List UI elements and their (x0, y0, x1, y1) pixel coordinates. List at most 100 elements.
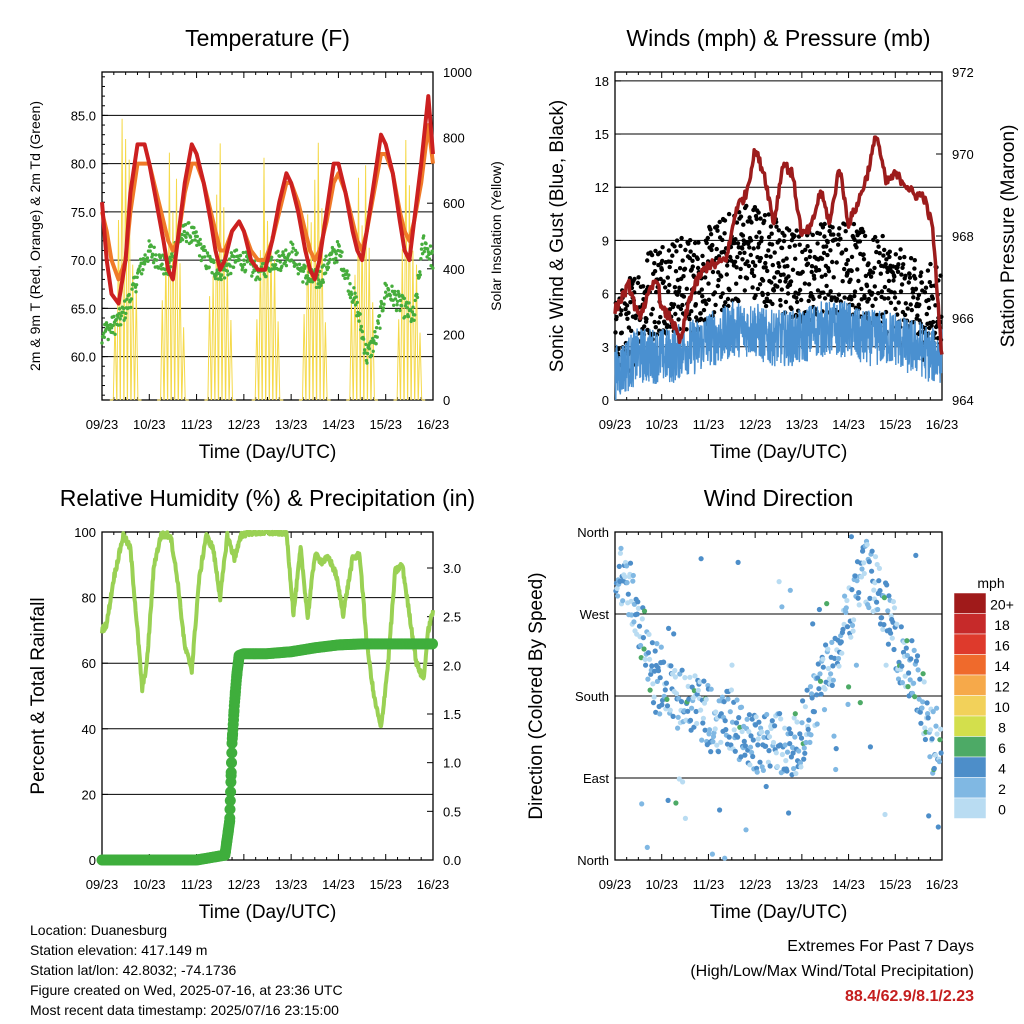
direction-point (763, 783, 769, 790)
direction-point (618, 545, 624, 552)
direction-point (856, 590, 862, 596)
dewpoint-point (119, 323, 123, 327)
direction-point (885, 641, 892, 647)
gust-point (755, 255, 760, 260)
dewpoint-point (394, 293, 398, 297)
temp-xtick-label: 14/23 (322, 417, 355, 432)
temp-xtick-label: 13/23 (275, 417, 308, 432)
direction-point (890, 599, 897, 605)
gust-point (876, 291, 881, 296)
direction-point (774, 763, 781, 770)
dewpoint-point (412, 318, 416, 322)
dewpoint-point (293, 248, 298, 253)
dewpoint-point (371, 349, 375, 353)
gust-point (912, 258, 917, 263)
direction-point (797, 760, 804, 766)
dewpoint-point (180, 232, 184, 237)
gust-point (663, 285, 668, 290)
gust-point (695, 256, 700, 262)
gust-point (652, 261, 657, 266)
gust-point (863, 273, 869, 279)
dewpoint-point (284, 248, 288, 252)
direction-point (852, 573, 858, 579)
gust-point (719, 274, 724, 279)
direction-point (866, 604, 872, 611)
dir-ytick-label: North (577, 525, 609, 540)
gust-point (696, 240, 701, 245)
gust-point (874, 249, 879, 255)
dewpoint-point (431, 266, 435, 270)
direction-point (703, 696, 709, 703)
direction-point (671, 631, 677, 637)
gust-point (749, 220, 754, 225)
direction-point (866, 559, 872, 565)
gust-point (672, 244, 677, 249)
direction-point (708, 686, 714, 692)
gust-point (759, 239, 764, 244)
dewpoint-point (369, 353, 374, 357)
gust-point (768, 224, 774, 229)
gust-point (687, 316, 692, 322)
gust-point (882, 247, 887, 253)
direction-point (687, 674, 693, 680)
direction-point (833, 746, 839, 752)
gust-point (722, 231, 727, 236)
dewpoint-point (121, 306, 126, 311)
direction-point (652, 668, 658, 674)
legend-label: 16 (994, 638, 1010, 654)
direction-point (900, 649, 907, 656)
gust-point (764, 253, 769, 259)
gust-point (886, 296, 891, 301)
legend-label: 2 (998, 781, 1006, 797)
direction-point (753, 714, 759, 720)
gust-point (666, 248, 672, 253)
dir-xtick-label: 15/23 (879, 877, 912, 892)
gust-point (866, 261, 871, 266)
direction-point (820, 664, 826, 670)
gust-point (919, 270, 924, 275)
dewpoint-point (100, 341, 104, 345)
gust-point (775, 270, 781, 275)
direction-point (651, 694, 657, 700)
dewpoint-point (135, 275, 139, 279)
dewpoint-point (378, 305, 383, 309)
dewpoint-point (390, 284, 394, 288)
direction-point (909, 638, 915, 644)
direction-point (687, 717, 694, 724)
direction-point (779, 751, 786, 758)
gust-point (776, 261, 781, 266)
direction-point (614, 585, 620, 592)
gust-point (873, 296, 878, 302)
temp-y2tick-label: 0 (443, 393, 450, 408)
legend-label: 18 (994, 617, 1010, 633)
direction-point (927, 754, 933, 760)
dewpoint-point (352, 286, 356, 290)
gust-point (861, 229, 866, 234)
solar-spike (367, 247, 372, 401)
dewpoint-point (278, 260, 282, 264)
direction-point (760, 767, 767, 774)
gust-point (898, 247, 903, 252)
direction-point (903, 645, 909, 651)
gust-point (717, 219, 722, 225)
gust-point (834, 260, 839, 265)
solar-spike (214, 194, 219, 401)
gust-point (771, 288, 777, 293)
dewpoint-point (348, 282, 352, 286)
gust-point (633, 313, 639, 318)
direction-point (871, 587, 877, 593)
dewpoint-point (318, 269, 322, 274)
direction-point (663, 680, 670, 686)
rh-y2tick-label: 2.0 (443, 658, 461, 673)
dewpoint-point (290, 250, 294, 254)
dewpoint-point (106, 337, 110, 342)
dewpoint-point (229, 271, 233, 276)
gust-point (909, 307, 914, 313)
dewpoint-point (118, 317, 122, 321)
dewpoint-point (342, 269, 346, 273)
gust-point (817, 231, 823, 236)
gust-point (930, 319, 936, 325)
gust-point (723, 300, 728, 305)
direction-point (814, 721, 820, 727)
rh-y2tick-label: 0.5 (443, 804, 461, 819)
